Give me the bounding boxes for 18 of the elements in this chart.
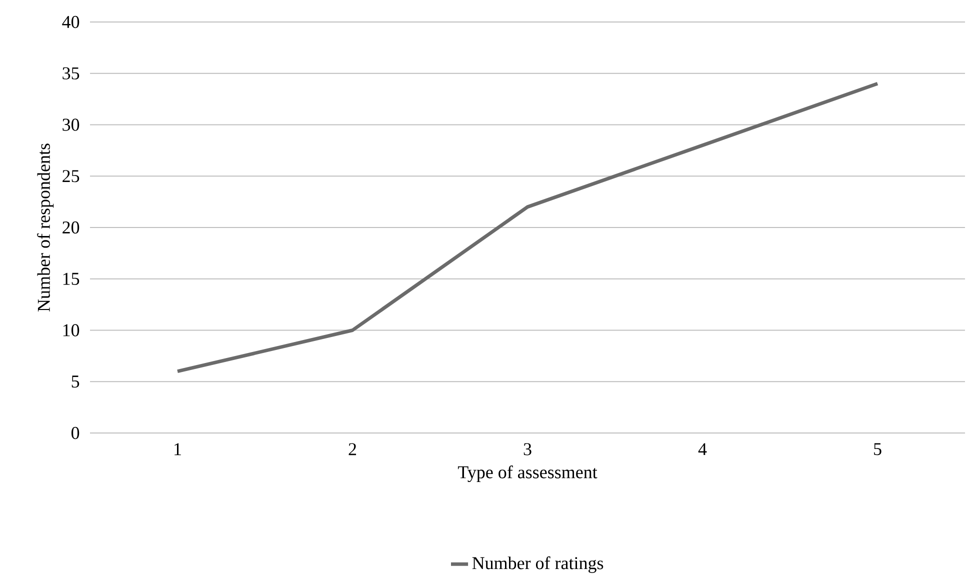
y-tick-label: 5 <box>72 376 80 388</box>
x-tick-label: 5 <box>874 443 882 456</box>
y-tick-label: 25 <box>62 170 80 182</box>
line-series <box>176 82 880 374</box>
y-axis-title: Number of respondents <box>37 144 54 312</box>
x-tick-label: 1 <box>174 443 181 456</box>
x-tick-label: 3 <box>524 443 532 456</box>
y-tick-label: 0 <box>71 426 80 440</box>
legend-label: Number of ratings <box>472 556 604 573</box>
y-tick-label: 15 <box>63 272 80 285</box>
y-tick-label: 10 <box>63 324 80 336</box>
y-tick-label: 20 <box>62 221 80 234</box>
x-tick-label: 4 <box>698 443 707 456</box>
x-tick-label: 2 <box>348 443 356 456</box>
y-tick-label: 35 <box>62 67 80 80</box>
y-tick-label: 40 <box>62 16 80 28</box>
x-axis-title: Type of assessment <box>458 465 598 482</box>
y-tick-label: 30 <box>62 118 80 131</box>
